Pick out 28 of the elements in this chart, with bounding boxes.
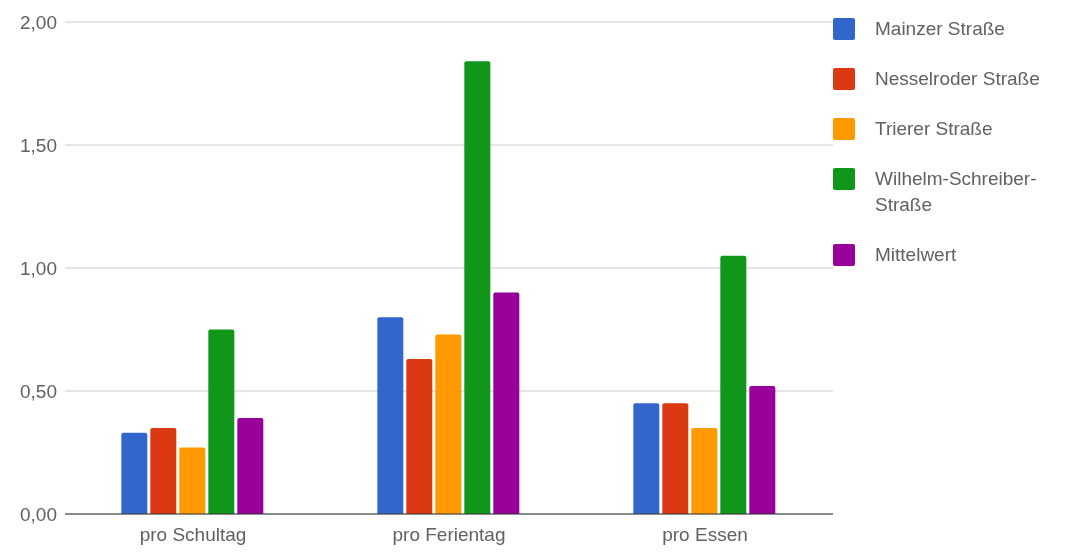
x-tick-label: pro Ferientag [392, 524, 506, 546]
x-tick-label: pro Essen [662, 524, 748, 546]
bar [377, 317, 404, 514]
y-tick-label: 1,00 [20, 257, 57, 279]
bar [150, 427, 177, 514]
y-tick-label: 0,50 [20, 380, 57, 402]
legend-label: Wilhelm-Schreiber-Straße [875, 167, 1038, 217]
bar [662, 403, 689, 514]
bar [406, 359, 433, 514]
bar [493, 292, 520, 514]
bar [691, 427, 718, 514]
y-tick-label: 2,00 [20, 11, 57, 33]
bar [464, 61, 491, 514]
y-tick-label: 0,00 [20, 503, 57, 525]
x-tick-label: pro Schultag [139, 524, 247, 546]
bar [121, 432, 148, 514]
bar [237, 418, 264, 514]
bar [633, 403, 660, 514]
legend-label: Mittelwert [875, 243, 958, 267]
legend-label: Trierer Straße [875, 117, 994, 141]
legend-label: Mainzer Straße [875, 17, 1006, 41]
bar [720, 255, 747, 514]
legend-label: Nesselroder Straße [875, 67, 1041, 91]
bar [179, 447, 206, 514]
bar [435, 334, 462, 514]
bar [749, 386, 776, 514]
bar [208, 329, 235, 514]
y-tick-label: 1,50 [20, 134, 57, 156]
